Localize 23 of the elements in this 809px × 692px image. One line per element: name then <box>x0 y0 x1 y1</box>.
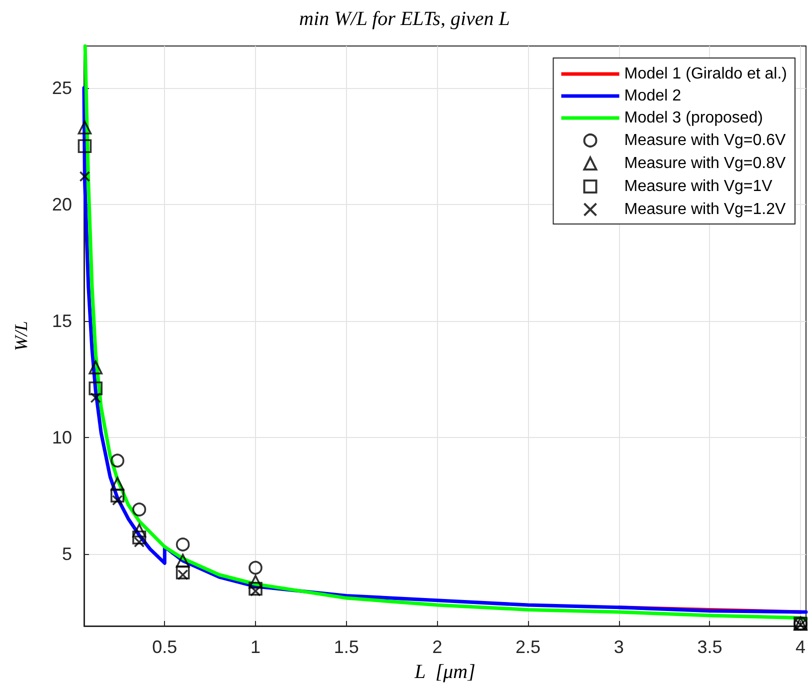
x-tick-label: 1 <box>250 637 261 657</box>
chart-title: min W/L for ELTs, given L <box>299 8 510 30</box>
x-tick-label: 4 <box>796 637 806 657</box>
x-axis-title: L [μm] <box>414 661 476 683</box>
y-tick-label: 25 <box>52 78 72 98</box>
y-axis-title: W/L <box>11 320 31 352</box>
y-tick-label: 10 <box>52 427 72 448</box>
x-tick-label: 2.5 <box>516 637 541 657</box>
legend-label: Measure with Vg=1V <box>624 178 773 195</box>
y-tick-label: 15 <box>52 310 72 331</box>
legend-label: Model 2 <box>624 88 682 104</box>
legend-label: Measure with Vg=0.6V <box>624 132 786 149</box>
y-tick-label: 20 <box>52 194 72 214</box>
legend-label: Measure with Vg=1.2V <box>624 201 786 218</box>
legend-label: Model 3 (proposed) <box>624 110 764 126</box>
x-tick-label: 3.5 <box>697 637 722 657</box>
x-tick-label: 1.5 <box>334 637 359 657</box>
x-tick-label: 0.5 <box>152 637 178 657</box>
legend-label: Measure with Vg=0.8V <box>624 155 786 172</box>
x-tick-label: 2 <box>432 637 442 657</box>
x-tick-label: 3 <box>614 637 624 657</box>
legend-label: Model 1 (Giraldo et al.) <box>624 66 787 82</box>
y-tick-label: 5 <box>62 544 72 564</box>
